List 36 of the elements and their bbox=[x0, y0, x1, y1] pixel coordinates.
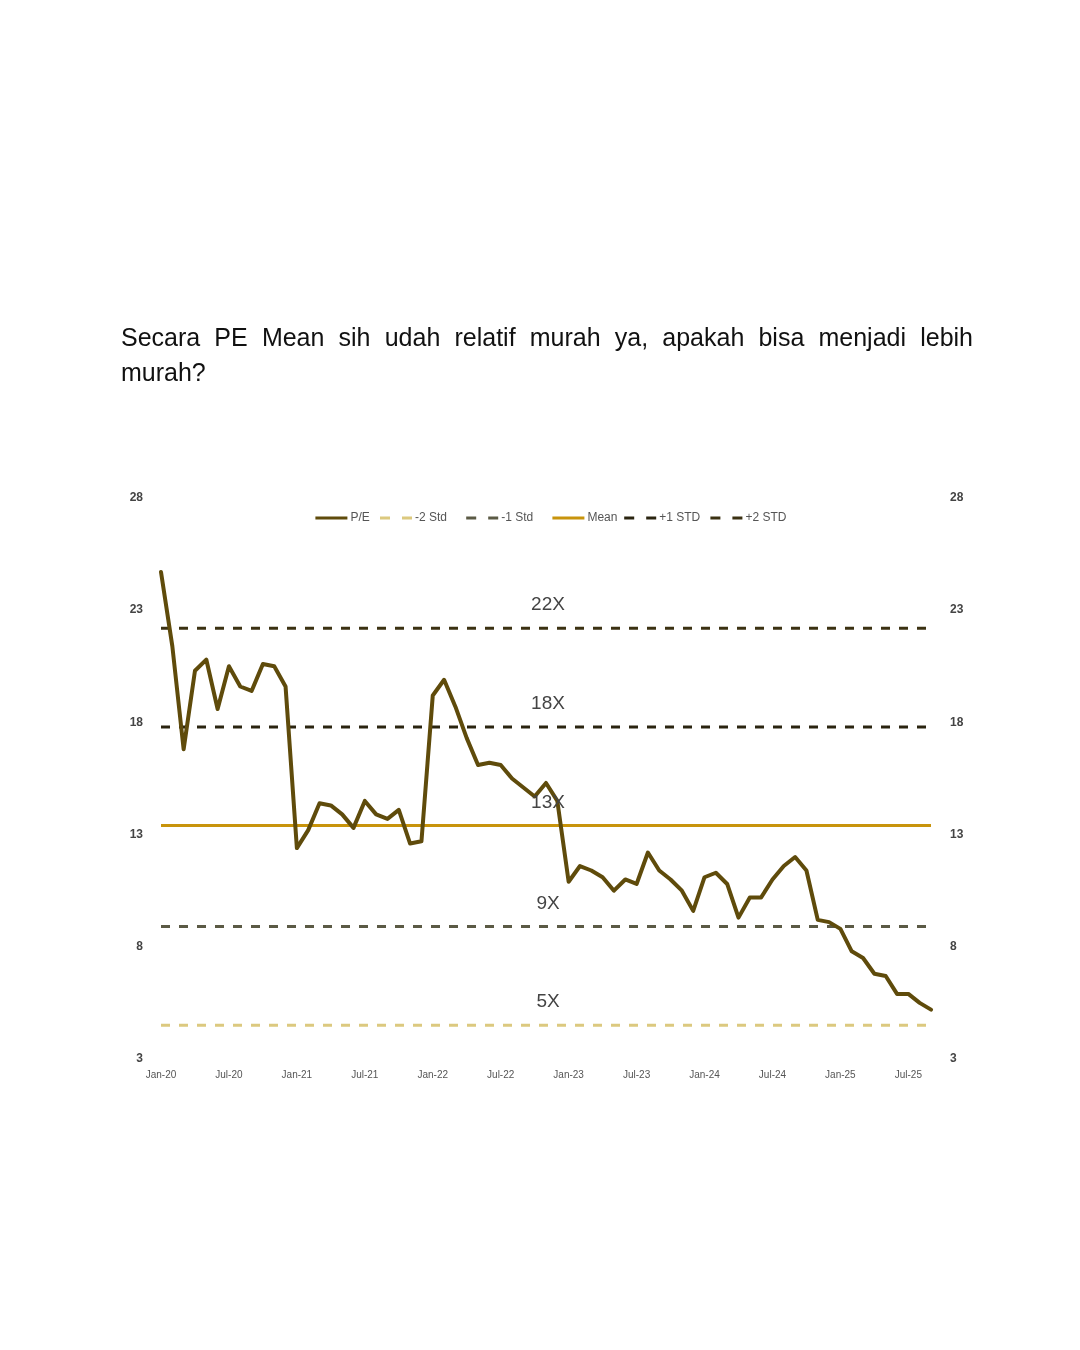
y-tick-label: 13 bbox=[129, 826, 144, 841]
legend-label: +2 STD bbox=[745, 510, 787, 525]
x-tick-label: Jan-22 bbox=[417, 1069, 449, 1080]
legend-label: +1 STD bbox=[659, 510, 701, 525]
y2-tick-label: 13 bbox=[950, 826, 964, 841]
x-tick-label: Jul-20 bbox=[215, 1069, 243, 1080]
legend-label: Mean bbox=[587, 510, 618, 525]
x-tick-label: Jul-24 bbox=[758, 1069, 787, 1080]
x-tick-label: Jan-20 bbox=[145, 1069, 177, 1080]
legend-label: -2 Std bbox=[415, 510, 448, 525]
y-tick-label: 23 bbox=[129, 602, 144, 617]
annotation: 22X bbox=[531, 593, 566, 615]
x-tick-label: Jul-22 bbox=[487, 1069, 515, 1080]
legend-label: -1 Std bbox=[501, 510, 534, 525]
y2-tick-label: 18 bbox=[950, 714, 964, 729]
y2-tick-label: 28 bbox=[950, 490, 964, 505]
y-tick-label: 28 bbox=[129, 490, 144, 505]
annotation: 5X bbox=[536, 990, 560, 1012]
x-tick-label: Jan-25 bbox=[825, 1069, 857, 1080]
y2-tick-label: 3 bbox=[950, 1051, 957, 1066]
line-series bbox=[159, 570, 933, 1012]
x-tick-label: Jan-21 bbox=[281, 1069, 313, 1080]
annotation: 9X bbox=[536, 891, 560, 913]
y-tick-label: 18 bbox=[129, 714, 144, 729]
legend-label: P/E bbox=[350, 510, 370, 525]
y-tick-label: 3 bbox=[136, 1051, 144, 1066]
chart-title: Secara PE Mean sih udah relatif murah ya, apakah bisa menjadi lebih murah? bbox=[121, 322, 973, 388]
y-tick-label: 8 bbox=[136, 938, 144, 953]
annotation: 18X bbox=[531, 691, 566, 713]
x-tick-label: Jul-23 bbox=[622, 1069, 651, 1080]
x-tick-label: Jan-23 bbox=[553, 1069, 585, 1080]
y2-tick-label: 23 bbox=[950, 602, 964, 617]
x-tick-label: Jul-25 bbox=[894, 1069, 923, 1080]
x-tick-label: Jul-21 bbox=[351, 1069, 379, 1080]
y2-tick-label: 8 bbox=[950, 938, 957, 953]
x-tick-label: Jan-24 bbox=[689, 1069, 721, 1080]
